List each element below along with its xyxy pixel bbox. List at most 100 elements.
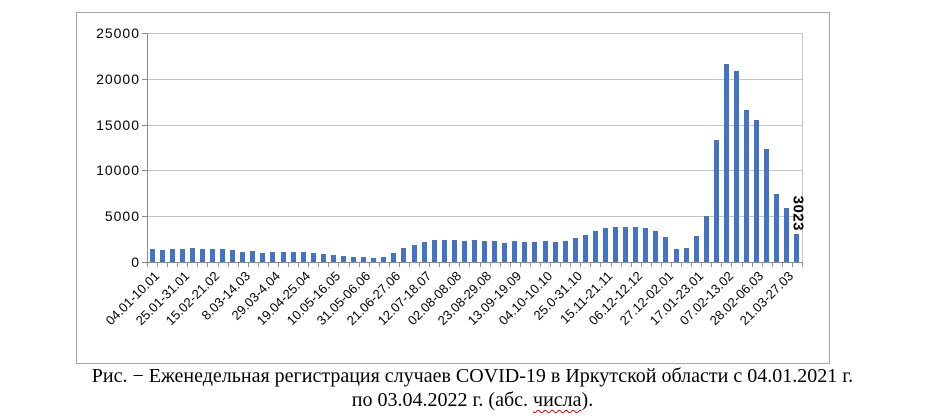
bar xyxy=(613,227,619,262)
y-axis-tick-label: 10000 xyxy=(96,162,140,179)
y-axis-tick-label: 25000 xyxy=(96,25,140,41)
bar xyxy=(663,237,669,262)
gridline xyxy=(147,33,802,34)
x-axis-tick xyxy=(701,263,703,267)
x-axis-tick xyxy=(257,263,259,267)
bar xyxy=(371,258,377,262)
bar xyxy=(522,241,528,262)
bar xyxy=(451,240,457,262)
bar xyxy=(643,228,649,262)
bar xyxy=(441,240,447,262)
bar xyxy=(562,240,568,262)
x-axis-tick xyxy=(348,263,350,267)
x-axis-tick xyxy=(560,263,562,267)
bar xyxy=(653,230,659,262)
bar xyxy=(744,109,750,262)
x-axis-tick xyxy=(298,263,300,267)
x-axis-tick xyxy=(489,263,491,267)
x-axis-tick xyxy=(439,263,441,267)
x-axis-tick xyxy=(529,263,531,267)
bar xyxy=(351,256,357,262)
bar xyxy=(189,248,195,262)
bar xyxy=(310,253,316,262)
x-axis-tick xyxy=(469,263,471,267)
x-axis-tick xyxy=(217,263,219,267)
bar xyxy=(784,207,790,262)
x-axis-tick xyxy=(409,263,410,267)
x-axis-tick xyxy=(237,263,239,267)
x-axis-tick xyxy=(398,263,400,267)
x-axis-tick xyxy=(691,263,693,267)
bar xyxy=(794,234,800,262)
bar xyxy=(512,241,518,262)
bar xyxy=(472,240,477,262)
x-axis-tick xyxy=(721,263,723,267)
y-axis-tick xyxy=(142,262,147,263)
x-axis-tick xyxy=(540,263,541,267)
data-label-last-bar: 3023 xyxy=(789,195,807,232)
y-axis-line xyxy=(147,33,148,263)
bar xyxy=(240,251,246,262)
y-axis-tick-label: 0 xyxy=(131,254,140,270)
gridline xyxy=(147,78,802,80)
x-axis-tick xyxy=(449,263,451,267)
caption-line2-suffix: ). xyxy=(581,389,594,411)
bar xyxy=(603,228,608,262)
bar xyxy=(693,236,699,262)
bar xyxy=(532,241,538,262)
y-axis-tick xyxy=(142,33,147,34)
x-axis-tick xyxy=(509,263,511,267)
y-axis-tick xyxy=(142,216,147,218)
x-axis-tick xyxy=(247,263,249,267)
bar xyxy=(270,251,276,262)
x-axis-tick xyxy=(338,263,340,267)
bar xyxy=(280,252,286,262)
bar xyxy=(169,249,175,262)
bar xyxy=(713,140,719,262)
y-axis-tick-label: 15000 xyxy=(96,116,140,133)
figure-caption: Рис. − Еженедельная регистрация случаев … xyxy=(0,364,945,412)
bar xyxy=(391,253,397,262)
x-axis-tick xyxy=(207,263,209,267)
x-axis-tick xyxy=(479,263,481,267)
bar xyxy=(754,120,760,262)
caption-spellchecked-word: числа xyxy=(533,389,582,411)
x-axis-tick xyxy=(519,263,521,267)
bar xyxy=(260,252,266,262)
bar xyxy=(703,216,709,262)
x-axis-tick xyxy=(620,263,622,267)
bar xyxy=(683,248,689,262)
bar xyxy=(199,249,205,262)
bar xyxy=(290,251,296,262)
bar xyxy=(552,241,558,262)
bar xyxy=(431,240,437,262)
bar xyxy=(341,255,346,262)
x-axis-tick xyxy=(550,263,552,267)
bar xyxy=(381,256,387,262)
x-axis-line xyxy=(147,262,803,263)
x-axis-tick xyxy=(681,263,683,267)
x-axis-tick xyxy=(288,263,290,267)
bar xyxy=(320,253,326,262)
x-axis-tick xyxy=(187,263,189,267)
x-axis-tick xyxy=(388,263,390,267)
x-axis-tick xyxy=(650,263,652,267)
x-axis-tick xyxy=(600,263,602,267)
y-axis-tick xyxy=(142,170,147,172)
bar xyxy=(502,242,508,262)
y-axis-tick xyxy=(142,78,147,80)
bar xyxy=(149,248,155,262)
x-axis-tick xyxy=(419,263,421,267)
bar xyxy=(411,244,417,262)
x-axis-tick xyxy=(378,263,380,267)
bar xyxy=(482,241,488,262)
x-axis-tick xyxy=(630,263,632,267)
bar xyxy=(492,240,498,262)
x-axis-tick xyxy=(590,263,592,267)
gridline xyxy=(147,216,802,218)
plot-right-border xyxy=(802,33,803,262)
bar xyxy=(330,254,336,262)
x-axis-tick xyxy=(197,263,199,267)
bar xyxy=(633,227,639,262)
x-axis-tick xyxy=(802,263,803,267)
